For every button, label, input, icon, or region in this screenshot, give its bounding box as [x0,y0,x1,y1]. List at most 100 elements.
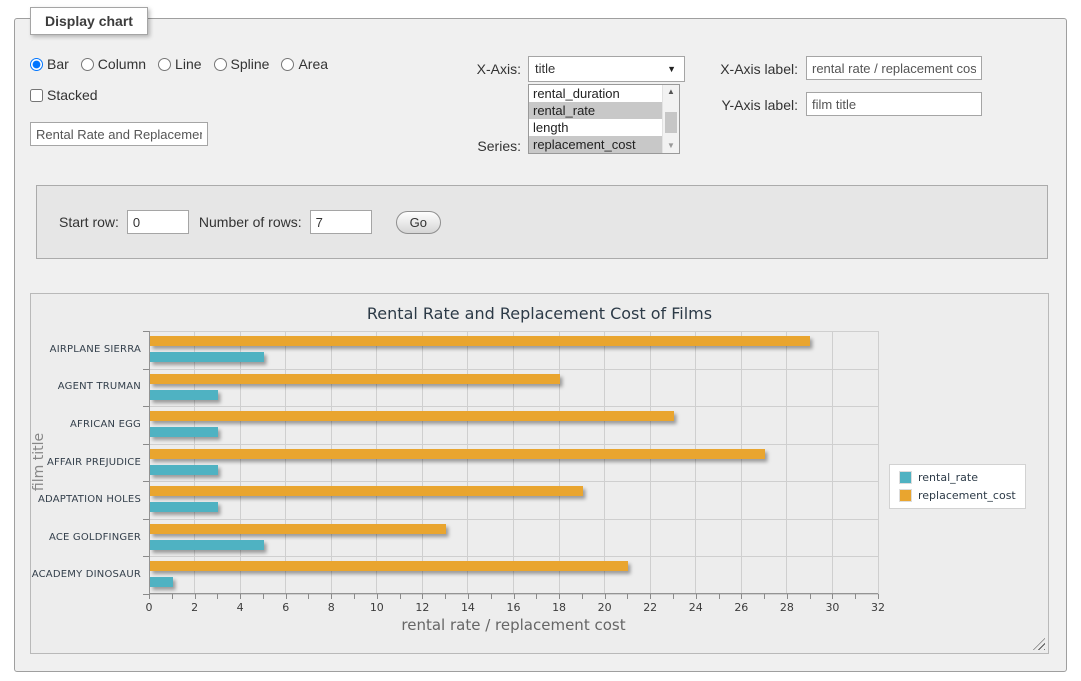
start-row-input[interactable] [126,210,189,234]
x-axis-tick [399,594,401,599]
x-tick-label: 26 [734,601,749,614]
chart-type-radio-column[interactable]: Column [80,56,147,72]
y-axis-label-input[interactable] [806,92,982,116]
x-tick-label: 0 [145,601,153,614]
series-option-rental_rate[interactable]: rental_rate [529,102,662,119]
gridline-vertical [376,331,378,594]
x-axis-tick [581,594,583,599]
x-axis-tick [855,594,857,599]
x-axis-tick [354,594,356,599]
x-axis-tick [604,594,606,599]
scroll-up-icon[interactable]: ▲ [667,87,675,96]
series-option-rental_duration[interactable]: rental_duration [533,86,620,101]
y-axis-title: film title [31,432,47,492]
x-axis-tick [308,594,310,599]
x-axis-tick [559,594,561,599]
y-axis-tick [143,443,149,445]
x-tick-label: 16 [506,601,521,614]
chart-type-radio-spline[interactable]: Spline [213,56,269,72]
x-tick-label: 28 [779,601,794,614]
series-options: rental_duration rental_rate length replacem… [529,85,662,153]
x-axis-tick [832,594,834,599]
num-rows-label: Number of rows: [198,214,302,230]
x-axis-tick [513,594,515,599]
x-axis-select[interactable]: title ▼ [528,56,685,82]
chart-container: Rental Rate and Replacement Cost of Film… [30,293,1049,654]
chart-title-input[interactable] [30,122,208,146]
x-axis-tick [627,594,629,599]
gridline-horizontal [149,443,878,445]
resize-grip-icon[interactable] [1033,638,1045,650]
x-axis-tick [490,594,492,599]
x-axis-tick [878,594,879,599]
bar-rental-rate [150,427,219,438]
legend-series-name: replacement_cost [918,489,1016,502]
series-scrollbar[interactable]: ▲ ▼ [662,85,679,153]
legend-swatch [899,471,912,484]
radio-column[interactable] [80,57,94,71]
radio-label: Column [97,56,147,72]
fieldset-legend: Display chart [30,7,148,35]
stacked-checkbox[interactable] [30,88,43,102]
x-axis-tick [786,594,788,599]
gridline-vertical [421,331,423,594]
chart-type-radio-bar[interactable]: Bar [30,56,69,72]
y-axis-tick [143,368,149,370]
x-tick-label: 14 [460,601,475,614]
gridline-horizontal [149,331,878,332]
x-axis-tick [262,594,264,599]
x-axis-tick [695,594,697,599]
y-axis-tick [143,594,149,595]
x-axis-tick [718,594,720,599]
x-axis-label-caption: X-Axis label: [720,61,798,77]
series-label: Series: [477,138,521,154]
chart-type-radio-line[interactable]: Line [158,56,202,72]
x-tick-label: 8 [327,601,335,614]
scrollbar-thumb[interactable] [665,112,677,133]
bar-replacement-cost [150,523,446,534]
y-axis-tick [143,518,149,520]
x-axis-tick [149,594,150,599]
gridline-vertical [330,331,332,594]
x-axis-tick [217,594,219,599]
gridline-vertical [740,331,742,594]
bar-replacement-cost [150,486,583,497]
legend-swatch [899,489,912,502]
num-rows-input[interactable] [309,210,372,234]
x-axis-tick [331,594,333,599]
chart-title: Rental Rate and Replacement Cost of Film… [366,304,713,323]
x-axis-label-input[interactable] [806,56,982,80]
x-tick-label: 12 [415,601,430,614]
y-axis-tick [143,406,149,408]
x-axis-tick [536,594,538,599]
chart-legend: rental_rate replacement_cost [889,464,1026,509]
radio-spline[interactable] [213,57,227,71]
x-tick-label: 6 [282,601,290,614]
chevron-down-icon: ▼ [667,64,676,74]
radio-label: Bar [47,56,69,72]
series-option-length[interactable]: length [533,120,569,135]
chart-type-radio-area[interactable]: Area [281,56,328,72]
gridline-vertical [695,331,697,594]
go-button[interactable]: Go [395,210,441,234]
stacked-checkbox-row: Stacked [30,87,98,103]
x-axis-tick [764,594,766,599]
x-tick-label: 18 [552,601,567,614]
x-axis-title: rental rate / replacement cost [401,616,626,634]
x-tick-label: 10 [369,601,384,614]
series-listbox[interactable]: rental_duration rental_rate length replacem… [528,84,680,154]
gridline-horizontal [149,368,878,370]
radio-area[interactable] [281,57,295,71]
gridline-vertical [194,331,196,594]
radio-bar[interactable] [30,57,43,71]
series-option-replacement_cost[interactable]: replacement_cost [529,136,662,153]
radio-label: Area [298,56,329,72]
scroll-down-icon[interactable]: ▼ [667,141,675,150]
gridline-vertical [877,331,879,594]
gridline-vertical [285,331,287,594]
radio-line[interactable] [158,57,172,71]
row-range-panel: Start row: Number of rows: Go [36,185,1048,259]
bar-rental-rate [150,389,219,400]
x-axis-tick [376,594,378,599]
